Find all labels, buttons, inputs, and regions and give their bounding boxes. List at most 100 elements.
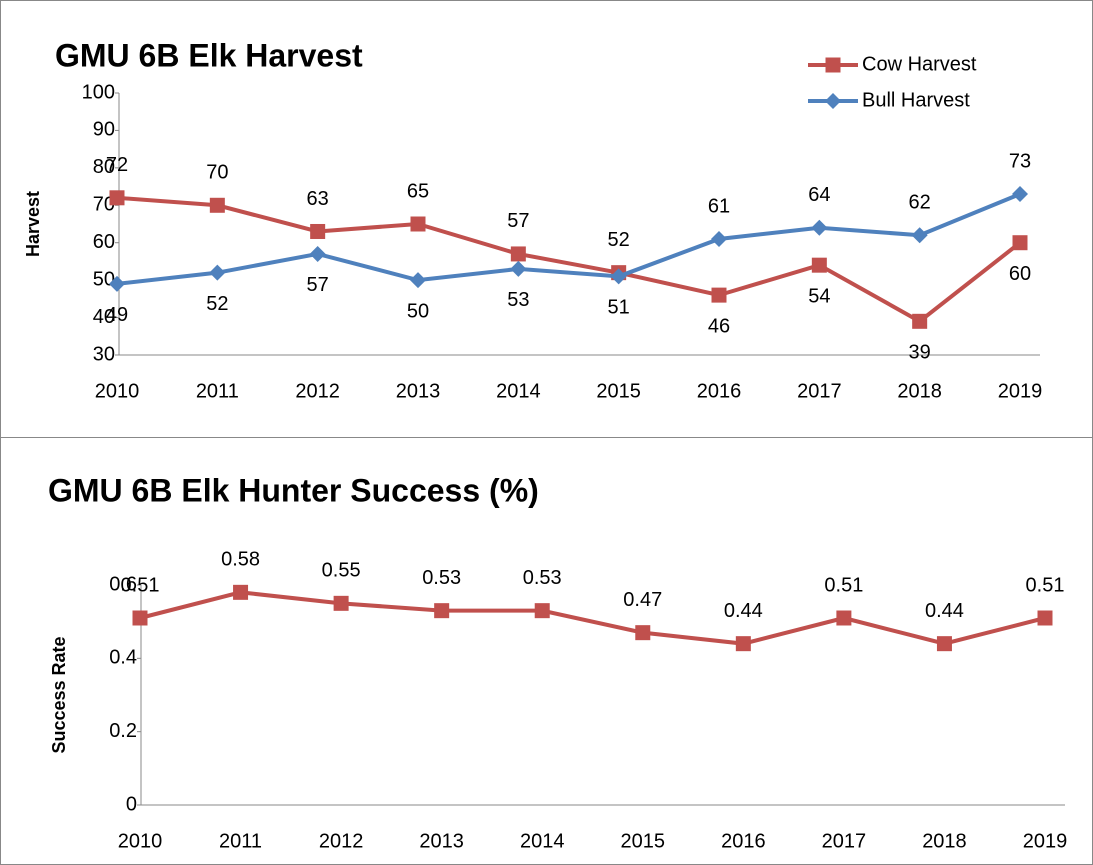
marker [434, 603, 450, 619]
y-tick-label: 60 [93, 231, 115, 253]
marker [209, 197, 225, 213]
data-label: 73 [1009, 150, 1031, 172]
y-tick-label: 50 [93, 268, 115, 290]
marker [132, 610, 148, 626]
x-tick-label: 2016 [697, 380, 742, 402]
data-label: 57 [507, 210, 529, 232]
marker [811, 219, 828, 236]
marker [309, 245, 326, 262]
x-tick-label: 2013 [419, 830, 464, 852]
data-label: 54 [808, 285, 830, 307]
data-label: 0.51 [121, 574, 160, 596]
data-label: 51 [608, 297, 630, 319]
data-label: 0.53 [422, 567, 461, 589]
marker [410, 272, 426, 289]
data-label: 50 [407, 300, 429, 322]
marker [735, 636, 751, 652]
data-label: 65 [407, 180, 429, 202]
data-label: 64 [808, 184, 830, 206]
marker [534, 603, 550, 619]
x-tick-label: 2016 [721, 830, 766, 852]
data-label: 53 [507, 289, 529, 311]
marker [310, 223, 326, 239]
y-tick-label: 0 [126, 793, 137, 815]
marker [836, 610, 852, 626]
marker [911, 227, 928, 244]
marker [825, 93, 841, 109]
data-label: 63 [307, 188, 329, 210]
marker [1012, 186, 1028, 203]
x-tick-label: 2019 [1023, 830, 1068, 852]
y-tick-label: 30 [93, 343, 115, 365]
marker [912, 313, 928, 329]
data-label: 57 [307, 274, 329, 296]
marker [333, 595, 349, 611]
data-label: 62 [909, 192, 931, 214]
data-label: 70 [206, 162, 228, 184]
y-axis-label: Harvest [23, 191, 43, 257]
chart-title: GMU 6B Elk Harvest [55, 37, 363, 73]
data-label: 46 [708, 315, 730, 337]
data-label: 49 [106, 304, 128, 326]
y-tick-label: 0.4 [109, 647, 137, 669]
marker [1012, 235, 1028, 251]
marker [825, 57, 841, 73]
marker [711, 287, 727, 303]
y-axis-label: Success Rate [49, 636, 69, 753]
marker [811, 257, 827, 273]
x-tick-label: 2019 [998, 380, 1043, 402]
marker [610, 268, 627, 285]
x-tick-label: 2010 [95, 380, 140, 402]
data-label: 0.51 [1026, 574, 1065, 596]
marker [936, 636, 952, 652]
data-label: 60 [1009, 263, 1031, 285]
legend-label: Bull Harvest [862, 89, 970, 111]
data-label: 61 [708, 195, 730, 217]
x-tick-label: 2018 [922, 830, 967, 852]
data-label: 52 [206, 293, 228, 315]
chart-title: GMU 6B Elk Hunter Success (%) [48, 472, 539, 508]
marker [635, 625, 651, 641]
series-line [116, 195, 1022, 324]
data-label: 0.44 [724, 600, 763, 622]
x-tick-label: 2015 [621, 830, 666, 852]
x-tick-label: 2012 [319, 830, 364, 852]
x-tick-label: 2014 [496, 380, 541, 402]
marker [410, 216, 426, 232]
marker [711, 230, 727, 247]
marker [510, 260, 527, 277]
x-tick-label: 2011 [196, 380, 239, 402]
series-line [116, 192, 1021, 286]
data-label: 39 [909, 342, 931, 364]
data-label: 0.53 [523, 567, 562, 589]
data-label: 0.55 [322, 560, 361, 582]
data-label: 0.58 [221, 549, 260, 571]
x-tick-label: 2011 [219, 830, 262, 852]
marker [109, 190, 125, 206]
y-tick-label: 80 [93, 156, 115, 178]
data-label: 0.51 [824, 574, 863, 596]
y-tick-label: 70 [93, 194, 115, 216]
y-tick-label: 40 [93, 306, 115, 328]
y-tick-label: 0.2 [109, 720, 137, 742]
series-line [139, 590, 1046, 646]
marker [209, 264, 226, 281]
legend-label: Cow Harvest [862, 53, 977, 75]
marker [510, 246, 526, 262]
data-label: 72 [106, 154, 128, 176]
data-label: 0.47 [623, 589, 662, 611]
x-tick-label: 2013 [396, 380, 441, 402]
marker [109, 275, 125, 292]
x-tick-label: 2010 [118, 830, 163, 852]
y-tick-label: 100 [82, 81, 115, 103]
marker [1037, 610, 1053, 626]
x-tick-label: 2018 [897, 380, 942, 402]
marker [233, 584, 249, 600]
x-tick-label: 2015 [596, 380, 641, 402]
x-tick-label: 2014 [520, 830, 565, 852]
y-tick-label: 0.6 [109, 573, 137, 595]
data-label: 0.44 [925, 600, 964, 622]
y-tick-label: 90 [93, 119, 115, 141]
data-label: 52 [608, 229, 630, 251]
